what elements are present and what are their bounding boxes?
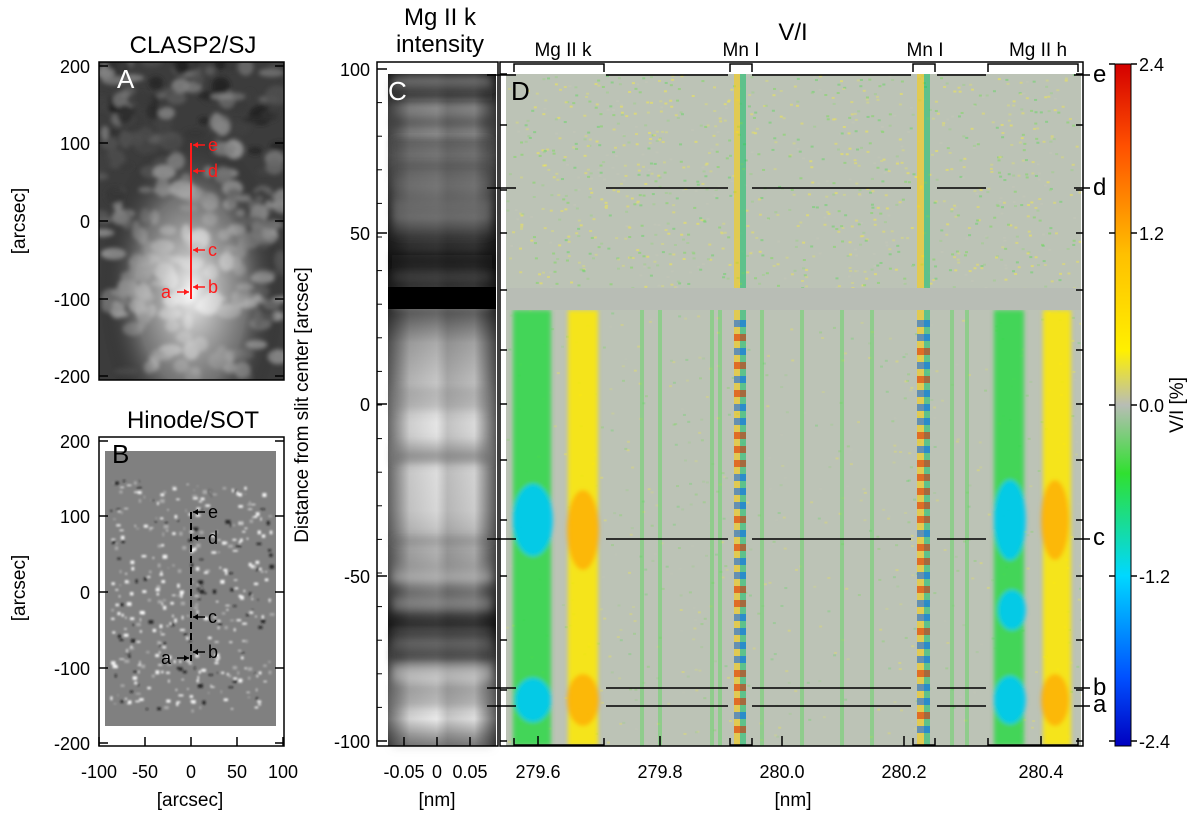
panel-b-y-tick: 0 (80, 583, 90, 603)
colorbar-tick: 1.2 (1139, 224, 1164, 244)
panel-c-y-label: Distance from slit center [arcsec] (292, 267, 313, 543)
panel-b-ticks: 200 100 0 -100 -200 -100 -50 0 50 100 (54, 432, 298, 782)
colorbar-label: V/I [%] (1167, 377, 1188, 433)
colorbar-ticks: 2.4 1.2 0.0 -1.2 -2.4 (1109, 55, 1170, 752)
panel-b-y-tick: 100 (60, 507, 90, 527)
panel-b-marker-a: a (161, 648, 172, 668)
panel-a-y-tick: 0 (80, 212, 90, 232)
panel-b-marker-e: e (208, 502, 218, 522)
panel-c: Mg II k intensity 100 50 0 -50 -100 -0.05 0 0.0… (292, 4, 499, 811)
panel-c-x-label: [nm] (419, 790, 456, 811)
panel-c-y-tick: -100 (334, 732, 370, 752)
panel-b-marker-c: c (208, 607, 217, 627)
panel-d-right-marker-b: b (1093, 674, 1106, 701)
colorbar-tick: 0.0 (1139, 396, 1164, 416)
panel-b-y-label: [arcsec] (9, 555, 30, 622)
panel-c-y-tick: 50 (350, 224, 370, 244)
panel-c-x-tick: -0.05 (383, 762, 424, 782)
panel-a-marker-d: d (208, 161, 218, 181)
panel-d-right-markers: e d c ba (1093, 61, 1107, 718)
panel-d-x-tick: 279.6 (515, 762, 560, 782)
panel-a-markers: ed cb a (161, 135, 218, 302)
panel-a-marker-c: c (208, 240, 217, 260)
panel-c-ticks: 100 50 0 -50 -100 -0.05 0 0.05 (334, 60, 488, 782)
panel-d-x-label: [nm] (775, 790, 812, 811)
panel-c-x-tick: 0 (432, 762, 442, 782)
colorbar: 2.4 1.2 0.0 -1.2 -2.4 V/I [%] (1109, 55, 1188, 752)
panel-d-line-label: Mg II k (534, 40, 592, 61)
panel-c-title-line1: Mg II k (404, 4, 477, 31)
panel-b-image (105, 451, 276, 726)
panel-d-x-tick: 280.4 (1018, 762, 1063, 782)
panel-d-x-tick: 280.0 (759, 762, 804, 782)
panel-b-x-tick: 100 (268, 762, 298, 782)
panel-a-y-tick: 200 (60, 57, 90, 77)
panel-c-y-tick: 0 (360, 395, 370, 415)
panel-d-right-marker-d: d (1093, 174, 1106, 201)
panel-c-x-tick: 0.05 (452, 762, 487, 782)
panel-a-y-label: [arcsec] (9, 188, 30, 255)
panel-c-title-line2: intensity (396, 31, 484, 58)
panel-b-marker-b: b (208, 642, 218, 662)
panel-d: V/I Mg II k Mn I Mn I Mg II h 279.6 279.8 280… (487, 19, 1107, 811)
panel-d-image (506, 74, 1081, 746)
panel-d-line-label: Mn I (907, 40, 944, 61)
panel-b-x-tick: -100 (81, 762, 117, 782)
panel-b-x-tick: 50 (227, 762, 247, 782)
panel-b-marker-d: d (208, 528, 218, 548)
panel-d-right-marker-c: c (1093, 524, 1105, 551)
panel-d-x-tick: 280.2 (881, 762, 926, 782)
panel-d-x-tick: 279.8 (637, 762, 682, 782)
panel-b-x-tick: 0 (186, 762, 196, 782)
panel-c-image (388, 74, 496, 749)
panel-b-y-tick: -200 (54, 734, 90, 754)
panel-b-letter: B (112, 439, 129, 469)
panel-d-letter: D (511, 76, 530, 106)
panel-b-title: Hinode/SOT (127, 407, 259, 434)
panel-d-position-lines (487, 74, 1090, 707)
panel-c-y-tick: 100 (340, 60, 370, 80)
panel-a-marker-b: b (208, 277, 218, 297)
panel-b-markers: ed cb a (161, 502, 218, 668)
panel-a-marker-e: e (208, 135, 218, 155)
panel-d-right-marker-a: a (1093, 691, 1107, 718)
panel-b-y-tick: -100 (54, 659, 90, 679)
panel-d-title: V/I (778, 19, 807, 46)
panel-c-y-tick: -50 (344, 567, 370, 587)
panel-c-letter: C (388, 76, 407, 106)
panel-a-title: CLASP2/SJ (130, 32, 257, 59)
colorbar-tick: -2.4 (1139, 732, 1170, 752)
panel-a-y-tick: -100 (54, 290, 90, 310)
colorbar-tick: 2.4 (1139, 55, 1164, 75)
panel-d-ticks: 279.6 279.8 280.0 280.2 280.4 (500, 73, 1083, 782)
panel-a-image (99, 62, 284, 380)
panel-b-x-label: [arcsec] (157, 790, 224, 811)
panel-d-right-marker-e: e (1093, 61, 1106, 88)
panel-a-marker-a: a (161, 282, 172, 302)
panel-b-y-tick: 200 (60, 432, 90, 452)
panel-a: CLASP2/SJ 200 100 0 -100 -200 A [arcsec] ed c… (9, 32, 285, 387)
panel-b-x-tick: -50 (132, 762, 158, 782)
panel-a-letter: A (117, 64, 135, 94)
panel-d-line-brackets: Mg II k Mn I Mn I Mg II h (513, 40, 1079, 746)
panel-d-line-label: Mn I (723, 40, 760, 61)
panel-a-y-tick: -200 (54, 367, 90, 387)
panel-a-y-ticks: 200 100 0 -100 -200 (54, 57, 284, 387)
panel-a-y-tick: 100 (60, 134, 90, 154)
panel-d-line-label: Mg II h (1009, 40, 1067, 61)
colorbar-tick: -1.2 (1139, 567, 1170, 587)
